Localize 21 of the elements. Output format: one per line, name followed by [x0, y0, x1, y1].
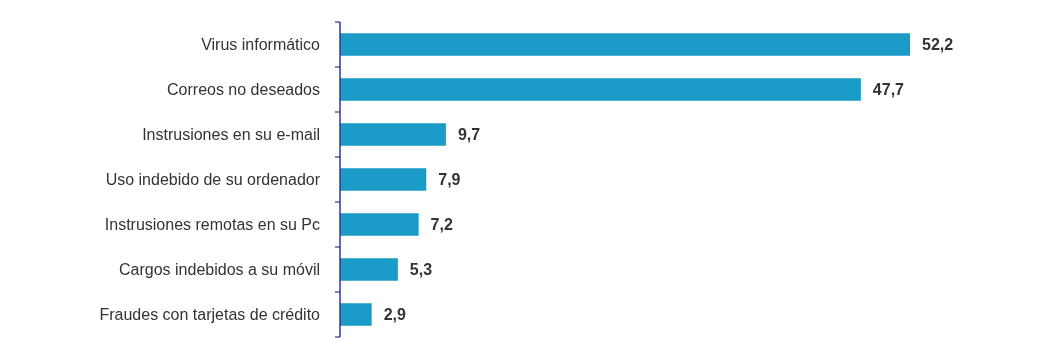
bar — [340, 213, 419, 236]
y-tick-label: Correos no deseados — [167, 81, 320, 99]
data-label: 5,3 — [409, 261, 433, 279]
y-tick-label: Instrusiones remotas en su Pc — [104, 216, 320, 234]
bar — [340, 78, 861, 101]
bar — [340, 258, 398, 281]
bar — [340, 123, 446, 146]
bar — [340, 168, 427, 191]
data-label: 52,2 — [922, 36, 954, 54]
bar — [340, 33, 910, 56]
y-tick-label: Cargos indebidos a su móvil — [119, 261, 320, 279]
y-tick-label: Virus informático — [201, 36, 321, 54]
y-tick-label: Uso indebido de su ordenador — [105, 171, 321, 189]
data-label: 2,9 — [383, 306, 407, 324]
data-label: 7,2 — [430, 216, 453, 234]
bar — [340, 303, 372, 326]
data-label: 7,9 — [438, 171, 461, 189]
data-label: 9,7 — [457, 126, 481, 144]
y-tick-label: Fraudes con tarjetas de crédito — [99, 306, 321, 324]
y-tick-label: Instrusiones en su e-mail — [142, 126, 320, 144]
data-label: 47,7 — [872, 81, 905, 99]
